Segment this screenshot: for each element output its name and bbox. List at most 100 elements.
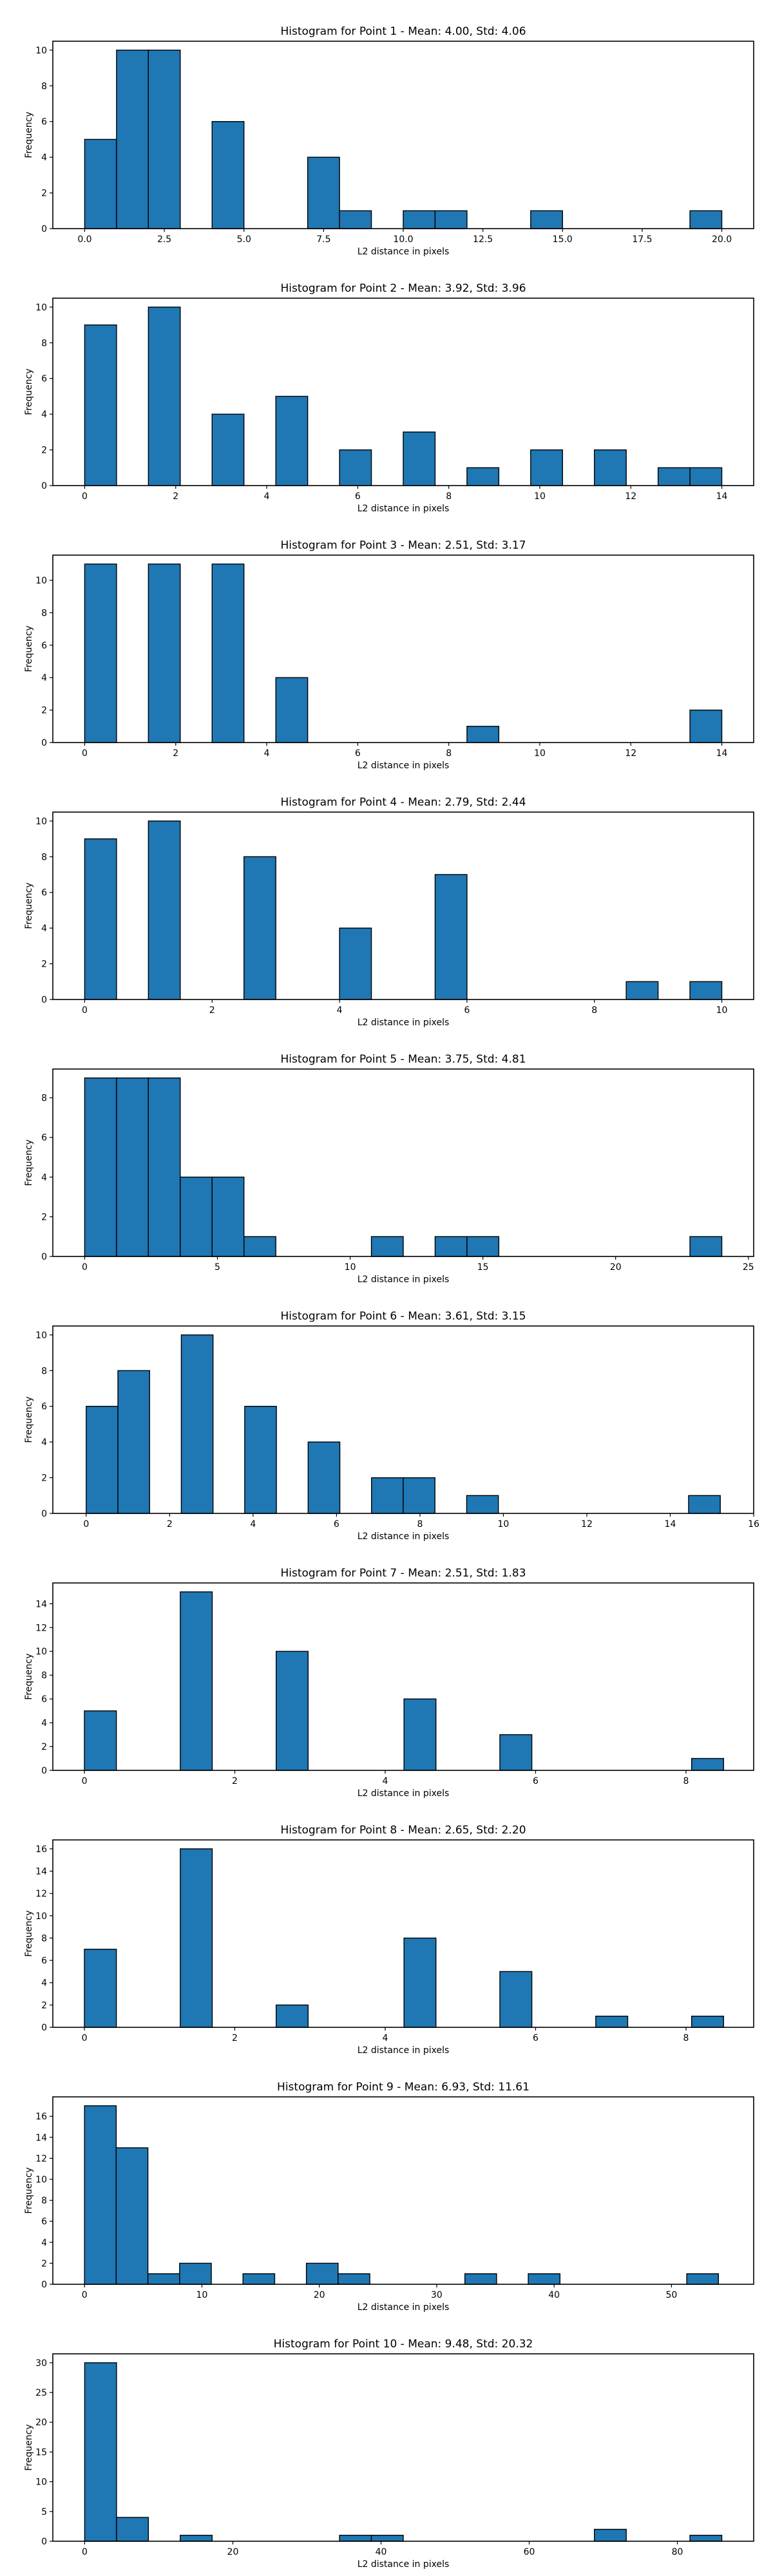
x-tick-label: 10 (345, 1262, 356, 1273)
x-tick-label: 10 (716, 1005, 728, 1016)
y-tick-label: 0 (41, 1766, 47, 1776)
y-tick-label: 10 (35, 1331, 47, 1341)
x-axis-label: L2 distance in pixels (358, 761, 450, 771)
y-tick-label: 8 (41, 852, 47, 862)
histogram-panel-9: Histogram for Point 9 - Mean: 6.93, Std:… (24, 2081, 754, 2313)
x-tick-label: 20 (610, 1262, 622, 1273)
x-tick-label: 12 (625, 491, 636, 502)
y-tick-label: 14 (35, 1867, 47, 1877)
histogram-bar (116, 2517, 149, 2542)
x-tick-label: 4 (264, 748, 270, 759)
x-tick-label: 0 (82, 1005, 88, 1016)
x-tick-label: 7.5 (316, 234, 330, 245)
x-tick-label: 2 (209, 1005, 215, 1016)
histogram-bar (275, 677, 309, 743)
histogram-bar (242, 2273, 276, 2285)
y-tick-label: 12 (35, 1623, 47, 1633)
x-axis-label: L2 distance in pixels (358, 2045, 450, 2056)
histogram-bar (211, 1177, 245, 1257)
y-tick-label: 0 (41, 995, 47, 1005)
y-tick-label: 8 (41, 1671, 47, 1681)
x-tick-label: 6 (334, 1519, 339, 1530)
histogram-bar (84, 2362, 117, 2542)
y-tick-label: 10 (35, 1911, 47, 1922)
histogram-bar (528, 2273, 560, 2285)
histogram-bar (691, 2015, 725, 2028)
y-tick-label: 0 (41, 2023, 47, 2033)
histogram-bar (84, 564, 117, 743)
x-tick-label: 40 (376, 2547, 387, 2557)
y-tick-label: 15 (35, 2447, 47, 2458)
y-axis-label: Frequency (24, 2167, 34, 2213)
x-tick-label: 80 (672, 2547, 683, 2557)
histogram-bar (339, 2535, 372, 2542)
y-axis-label: Frequency (24, 1653, 34, 1700)
x-tick-label: 2.5 (157, 234, 171, 245)
histogram-bar (370, 1236, 404, 1257)
y-tick-label: 6 (41, 1133, 47, 1143)
x-tick-label: 15 (477, 1262, 489, 1273)
histogram-bar (466, 726, 500, 743)
chart-title: Histogram for Point 3 - Mean: 2.51, Std:… (280, 539, 526, 552)
y-tick-label: 10 (35, 576, 47, 586)
x-tick-label: 60 (524, 2547, 535, 2557)
histogram-panel-10: Histogram for Point 10 - Mean: 9.48, Std… (24, 2338, 754, 2570)
y-tick-label: 16 (35, 1844, 47, 1855)
y-tick-label: 6 (41, 1402, 47, 1412)
axes-frame (52, 1582, 754, 1771)
histogram-bar (275, 395, 309, 486)
histogram-bar (434, 210, 468, 229)
y-tick-label: 14 (35, 2133, 47, 2143)
x-axis-label: L2 distance in pixels (358, 504, 450, 514)
histogram-bar (84, 1949, 117, 2028)
y-tick-label: 0 (41, 738, 47, 748)
histogram-bar (307, 156, 340, 229)
histogram-bar (148, 564, 181, 743)
histogram-bar (371, 1477, 404, 1514)
axes-frame (52, 1839, 754, 2028)
histogram-bar (116, 1077, 149, 1257)
histogram-bar (148, 307, 181, 486)
histogram-bar (686, 2273, 720, 2285)
histogram-bar (370, 2535, 404, 2542)
x-tick-label: 2 (232, 2033, 238, 2043)
axes-frame (52, 1068, 754, 1257)
histogram-bar (403, 210, 436, 229)
x-axis-label: L2 distance in pixels (358, 247, 450, 257)
histogram-bar (339, 210, 372, 229)
x-tick-label: 8 (446, 748, 452, 759)
x-tick-label: 20 (227, 2547, 239, 2557)
x-axis-label: L2 distance in pixels (358, 1788, 450, 1799)
histogram-bar (84, 324, 117, 486)
chart-title: Histogram for Point 9 - Mean: 6.93, Std:… (277, 2081, 530, 2094)
x-axis-label: L2 distance in pixels (358, 1531, 450, 1542)
y-tick-label: 4 (41, 1978, 47, 1989)
x-tick-label: 2 (232, 1776, 238, 1786)
histogram-bar (84, 1710, 117, 1771)
chart-title: Histogram for Point 10 - Mean: 9.48, Std… (274, 2338, 533, 2351)
y-tick-label: 2 (41, 446, 47, 456)
y-tick-label: 0 (41, 224, 47, 234)
y-tick-label: 4 (41, 2238, 47, 2248)
x-tick-label: 4 (250, 1519, 256, 1530)
x-tick-label: 0 (82, 1262, 88, 1273)
x-tick-label: 8 (683, 2033, 689, 2043)
y-tick-label: 4 (41, 1437, 47, 1448)
x-tick-label: 14 (665, 1519, 676, 1530)
y-axis-label: Frequency (24, 1910, 34, 1956)
histogram-bar (86, 1406, 119, 1514)
histogram-panel-3: Histogram for Point 3 - Mean: 2.51, Std:… (24, 539, 754, 771)
histogram-bar (180, 1177, 213, 1257)
y-tick-label: 10 (35, 1647, 47, 1657)
x-tick-label: 20 (314, 2290, 325, 2300)
x-tick-label: 12.5 (473, 234, 493, 245)
y-tick-label: 2 (41, 2000, 47, 2011)
y-tick-label: 0 (41, 2537, 47, 2547)
x-tick-label: 4 (337, 1005, 343, 1016)
y-tick-label: 25 (35, 2388, 47, 2398)
x-tick-label: 5 (215, 1262, 220, 1273)
axes-frame (52, 2353, 754, 2542)
x-tick-label: 8 (683, 1776, 689, 1786)
